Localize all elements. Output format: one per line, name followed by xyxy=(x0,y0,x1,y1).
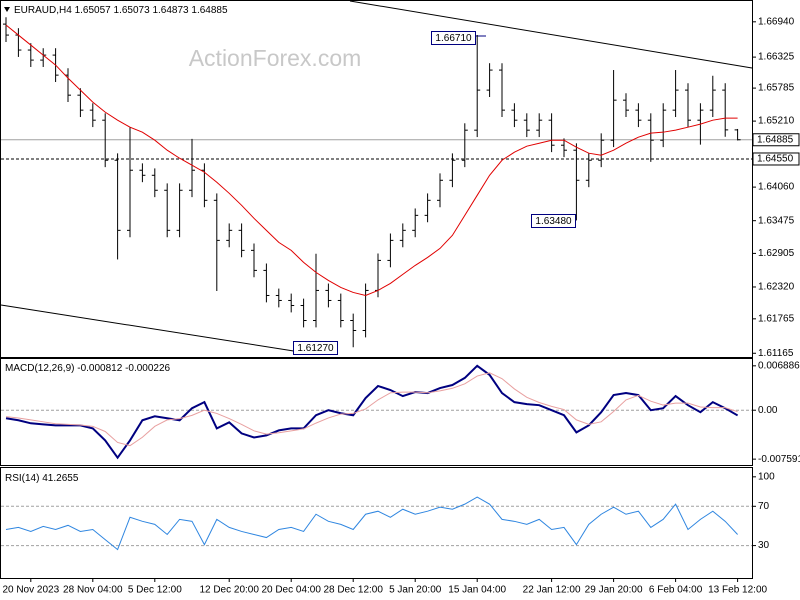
close: 1.64885 xyxy=(191,5,228,16)
y-tick-label: 1.61765 xyxy=(758,313,795,324)
annotation-box xyxy=(531,214,576,228)
level-label: 1.64885 xyxy=(757,134,794,145)
x-tick-label: 12 Dec 20:00 xyxy=(199,585,259,596)
y-tick-label: 70 xyxy=(758,501,770,512)
channel-lower xyxy=(0,304,301,353)
macd-panel-frame xyxy=(0,358,753,466)
y-tick-label: 1.63475 xyxy=(758,215,795,226)
y-tick-label: 1.65785 xyxy=(758,83,795,94)
x-tick-label: 5 Jan 20:00 xyxy=(389,585,442,596)
channel-upper xyxy=(349,0,753,69)
menu-arrow xyxy=(4,7,10,12)
x-tick-label: 6 Feb 04:00 xyxy=(649,585,703,596)
x-tick-label: 15 Jan 04:00 xyxy=(448,585,506,596)
annotation: 1.66710 xyxy=(435,33,472,44)
y-tick-label: 1.66325 xyxy=(758,52,795,63)
rsi-panel-frame xyxy=(0,467,753,579)
x-tick-label: 20 Dec 04:00 xyxy=(261,585,321,596)
watermark: ActionForex.com xyxy=(189,45,362,71)
y-tick-label: 30 xyxy=(758,540,770,551)
y-tick-label: -0.007591 xyxy=(758,454,800,465)
y-tick-label: 1.64060 xyxy=(758,182,795,193)
x-tick-label: 13 Feb 12:00 xyxy=(708,585,767,596)
y-tick-label: 1.66940 xyxy=(758,16,795,27)
x-tick-label: 29 Jan 20:00 xyxy=(585,585,643,596)
y-tick-label: 100 xyxy=(758,471,775,482)
y-tick-label: 1.65210 xyxy=(758,116,795,127)
moving-average xyxy=(5,24,738,296)
price-panel-frame xyxy=(0,0,753,358)
indicator-line xyxy=(5,496,738,551)
level-label-box xyxy=(752,133,800,147)
rsi-header: RSI(14) 41.2655 xyxy=(5,473,79,484)
x-tick-label: 28 Dec 12:00 xyxy=(323,585,383,596)
y-tick-label: 0.00 xyxy=(758,405,778,416)
x-tick-label: 28 Nov 04:00 xyxy=(63,585,123,596)
y-tick-label: 0.006886 xyxy=(758,360,800,371)
low: 1.64873 xyxy=(152,5,189,16)
y-tick-label: 1.61165 xyxy=(758,348,794,359)
x-tick-label: 5 Dec 12:00 xyxy=(128,585,182,596)
x-tick-label: 22 Jan 12:00 xyxy=(523,585,581,596)
rsi-title: RSI(14) xyxy=(5,473,39,484)
annotation-box xyxy=(293,341,338,355)
y-tick-label: 1.62905 xyxy=(758,248,795,259)
macd-title: MACD(12,26,9) xyxy=(5,363,74,374)
level-label-box xyxy=(752,152,800,166)
high: 1.65073 xyxy=(114,5,151,16)
level-label: 1.64550 xyxy=(757,154,794,165)
y-tick-label: 1.62320 xyxy=(758,282,795,293)
rsi-value: 41.2655 xyxy=(42,473,79,484)
indicator-line xyxy=(5,372,738,447)
macd-value: -0.000812 xyxy=(77,363,122,374)
symbol: EURAUD,H4 xyxy=(14,5,72,16)
x-tick-label: 20 Nov 2023 xyxy=(2,585,59,596)
open: 1.65057 xyxy=(75,5,112,16)
macd-header: MACD(12,26,9) -0.000812 -0.000226 xyxy=(5,363,171,374)
price-header: EURAUD,H4 1.65057 1.65073 1.64873 1.6488… xyxy=(14,5,228,16)
signal-value: -0.000226 xyxy=(125,363,170,374)
annotation: 1.63480 xyxy=(535,216,572,227)
indicator-line xyxy=(5,364,739,460)
annotation-box xyxy=(431,31,476,45)
annotation: 1.61270 xyxy=(297,343,334,354)
